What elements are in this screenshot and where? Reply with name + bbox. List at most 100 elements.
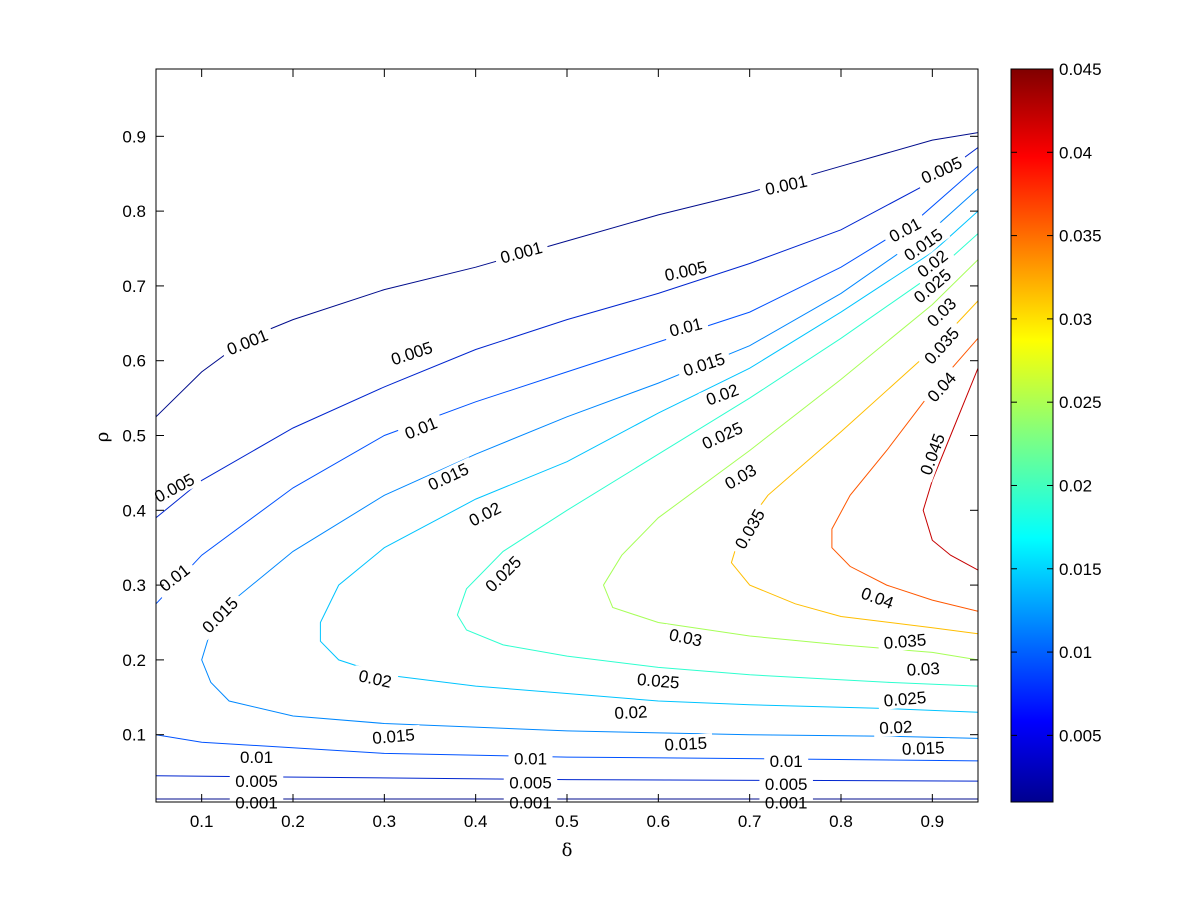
contour-label-0.005: 0.005 xyxy=(383,336,440,371)
contour-label-text: 0.01 xyxy=(240,748,273,767)
contour-label-mask xyxy=(194,589,246,641)
contour-label-text: 0.01 xyxy=(402,413,440,443)
contour-label-0.035: 0.035 xyxy=(877,629,933,653)
colorbar-tick-label: 0.005 xyxy=(1059,726,1102,745)
contour-label-0.02: 0.02 xyxy=(608,702,654,723)
contour-label-0.005: 0.005 xyxy=(759,775,813,794)
contour-label-0.01: 0.01 xyxy=(151,556,198,599)
contour-label-mask xyxy=(503,773,558,792)
contour-label-0.015: 0.015 xyxy=(896,738,951,759)
colorbar-tick-label: 0.015 xyxy=(1059,560,1102,579)
y-tick-label: 0.6 xyxy=(122,352,146,371)
contour-label-text: 0.005 xyxy=(918,153,965,188)
contour-label-mask xyxy=(919,290,964,335)
contour-label-mask xyxy=(906,261,959,310)
contour-label-text: 0.035 xyxy=(883,630,927,653)
x-tick-label: 0.2 xyxy=(281,812,305,831)
contour-line-0.045-upper xyxy=(922,368,978,571)
contour-label-0.035: 0.035 xyxy=(728,501,771,557)
contour-label-text: 0.02 xyxy=(879,717,913,738)
contour-label-text: 0.005 xyxy=(765,775,808,794)
contour-label-mask xyxy=(420,457,477,497)
x-axis-ticks: 0.1 0.2 0.3 0.4 0.5 0.6 0.7 0.8 0.9 xyxy=(190,69,944,831)
contour-label-0.03: 0.03 xyxy=(662,624,710,651)
contour-label-0.015: 0.015 xyxy=(658,733,713,755)
contour-label-text: 0.04 xyxy=(859,584,897,613)
contour-label-text: 0.025 xyxy=(636,670,680,693)
y-axis-label: ρ xyxy=(92,432,113,443)
y-tick-label: 0.5 xyxy=(122,427,146,446)
contour-label-mask xyxy=(914,425,950,483)
contour-label-0.005: 0.005 xyxy=(229,772,284,791)
contour-label-mask xyxy=(728,501,771,557)
contour-label-mask xyxy=(896,222,951,268)
contour-line-0.025-upper xyxy=(456,233,978,687)
contour-line-0.035-upper xyxy=(730,300,978,635)
x-tick-label: 0.9 xyxy=(921,812,945,831)
contour-line-0.005-upper xyxy=(156,147,978,519)
contour-label-0.005: 0.005 xyxy=(503,773,558,793)
contour-label-text: 0.02 xyxy=(357,666,393,691)
contour-label-text: 0.005 xyxy=(151,470,197,507)
colorbar-tick-label: 0.045 xyxy=(1059,60,1102,79)
contour-label-0.01: 0.01 xyxy=(508,749,553,769)
contour-label-0.035: 0.035 xyxy=(916,319,967,372)
contour-label-text: 0.005 xyxy=(235,772,278,791)
contour-label-mask xyxy=(351,665,399,692)
contour-label-0.03: 0.03 xyxy=(900,658,946,680)
contour-label-0.03: 0.03 xyxy=(716,457,765,496)
contour-label-mask xyxy=(229,772,284,791)
contour-label-0.045: 0.045 xyxy=(914,425,950,483)
contour-label-text: 0.03 xyxy=(667,625,703,650)
contour-label-mask xyxy=(909,242,956,285)
contour-label-text: 0.015 xyxy=(425,459,472,494)
contour-label-text: 0.02 xyxy=(704,380,742,409)
contour-label-0.02: 0.02 xyxy=(351,665,399,692)
contour-label-0.01: 0.01 xyxy=(662,312,710,342)
contour-label-text: 0.001 xyxy=(509,794,552,813)
contour-label-mask xyxy=(477,548,529,600)
contour-label-text: 0.001 xyxy=(224,326,271,360)
contour-label-mask xyxy=(219,323,276,361)
x-tick-label: 0.5 xyxy=(555,812,579,831)
contour-line-0.04-upper xyxy=(831,337,978,612)
contour-label-mask xyxy=(608,702,654,723)
x-tick-label: 0.7 xyxy=(738,812,762,831)
contour-label-text: 0.03 xyxy=(906,659,940,680)
contour-label-text: 0.01 xyxy=(514,750,547,769)
contour-label-0.04: 0.04 xyxy=(853,581,902,614)
contour-label-0.001: 0.001 xyxy=(229,793,284,813)
contour-label-text: 0.005 xyxy=(389,338,435,369)
contour-label-mask xyxy=(873,717,919,738)
contour-line-0.001-upper xyxy=(156,132,978,418)
colorbar xyxy=(1010,68,1054,803)
contour-label-mask xyxy=(662,312,710,342)
contour-label-mask xyxy=(151,556,198,599)
contour-label-0.005: 0.005 xyxy=(913,150,970,190)
contour-label-text: 0.02 xyxy=(614,702,648,723)
contour-label-0.025: 0.025 xyxy=(477,548,529,600)
contour-line-0.03-upper xyxy=(602,259,978,661)
contour-label-mask xyxy=(853,581,902,614)
contour-label-0.025: 0.025 xyxy=(630,669,686,693)
contour-label-mask xyxy=(675,347,733,382)
contour-label-mask xyxy=(146,467,203,509)
x-tick-label: 0.4 xyxy=(464,812,488,831)
contour-label-text: 0.015 xyxy=(372,725,416,748)
contour-label-text: 0.001 xyxy=(765,794,808,813)
y-tick-label: 0.8 xyxy=(122,202,146,221)
x-tick-label: 0.6 xyxy=(647,812,671,831)
colorbar-tick-label: 0.03 xyxy=(1059,310,1092,329)
contour-label-mask xyxy=(397,411,445,445)
contour-label-0.01: 0.01 xyxy=(234,748,279,767)
contour-label-text: 0.001 xyxy=(764,172,810,199)
contour-label-text: 0.015 xyxy=(681,349,727,380)
contour-label-0.01: 0.01 xyxy=(397,411,445,445)
contour-label-mask xyxy=(503,793,558,812)
contour-line-0.01-upper xyxy=(156,165,978,605)
contour-label-text: 0.001 xyxy=(235,794,278,813)
colorbar-tick-label: 0.025 xyxy=(1059,393,1102,412)
contour-label-mask xyxy=(662,624,710,651)
contour-label-mask xyxy=(493,236,550,268)
